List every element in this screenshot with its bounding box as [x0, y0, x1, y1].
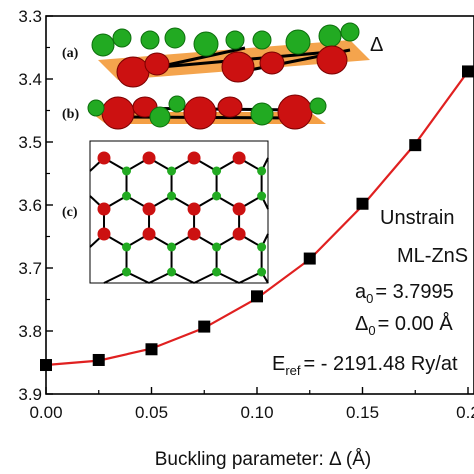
green-atom [257, 242, 267, 252]
data-point [303, 252, 316, 265]
annotation-delta0: Δ0 = 0.00 Å [355, 312, 453, 338]
y-tick-label: 3.9 [18, 385, 42, 404]
x-tick-label: 0.15 [346, 403, 379, 422]
green-atom [212, 242, 222, 252]
red-atom [232, 202, 246, 216]
annotation-line1: Unstrain [380, 207, 454, 229]
annotation-line2: ML-ZnS [397, 245, 468, 267]
panel-b-label: (b) [62, 107, 79, 122]
green-atoms-b [87, 95, 327, 128]
green-atom [167, 242, 177, 252]
red-atom [187, 202, 201, 216]
data-points [40, 65, 474, 372]
x-tick-label: 0.10 [240, 403, 273, 422]
red-atom [97, 151, 111, 165]
data-point [462, 65, 474, 78]
y-tick-label: 3.3 [18, 7, 42, 26]
inset-c: (c) [62, 140, 269, 284]
data-point [92, 353, 105, 366]
panel-c-label: (c) [62, 205, 78, 220]
green-atom [257, 191, 267, 201]
panel-a-delta: Δ [370, 34, 383, 56]
green-atom [167, 166, 177, 176]
data-point [251, 290, 263, 303]
green-atom [167, 191, 177, 201]
honeycomb-lattice [89, 151, 269, 284]
green-atom [257, 166, 267, 176]
green-atoms-a [91, 22, 360, 57]
green-atom [122, 191, 132, 201]
x-tick-label: 0.00 [29, 403, 62, 422]
red-atom [142, 202, 156, 216]
y-tick-label: 3.7 [18, 259, 42, 278]
y-tick-label: 3.4 [18, 70, 42, 89]
data-point [409, 139, 422, 152]
inset-b: (b) [62, 94, 327, 130]
data-point [198, 320, 211, 333]
panel-a-label: (a) [62, 46, 79, 61]
red-atom [187, 151, 201, 165]
data-point [145, 343, 158, 356]
red-atom [97, 227, 111, 241]
y-tick-label: 3.5 [18, 133, 42, 152]
data-point [356, 197, 369, 210]
red-atom [142, 151, 156, 165]
data-point [40, 359, 52, 372]
green-atom [122, 166, 132, 176]
green-atom [167, 267, 177, 277]
green-atom [122, 267, 132, 277]
green-atom [212, 166, 222, 176]
inset-a: (a) Δ [62, 22, 383, 88]
green-atom [212, 267, 222, 277]
y-axis: 3.3 3.4 3.5 3.6 3.7 3.8 3.9 [18, 7, 53, 404]
annotation-a0: a0 = 3.7995 [355, 281, 454, 306]
red-atom [232, 151, 246, 165]
annotation-eref: Eref = - 2191.48 Ry/at [272, 353, 458, 378]
red-atoms-a [116, 45, 348, 88]
green-atom [212, 191, 222, 201]
red-atom [232, 227, 246, 241]
x-tick-label: 0.05 [135, 403, 168, 422]
red-atom [97, 202, 111, 216]
green-atom [257, 267, 267, 277]
red-atom [142, 227, 156, 241]
annotation-block: Unstrain ML-ZnS a0 = 3.7995 Δ0 = 0.00 Å Er… [272, 207, 468, 378]
x-tick-label: 0.2 [456, 403, 474, 422]
x-axis: 0.00 0.05 0.10 0.15 0.2 [29, 387, 474, 422]
green-atom [122, 242, 132, 252]
red-atom [187, 227, 201, 241]
y-tick-label: 3.6 [18, 196, 42, 215]
y-tick-label: 3.8 [18, 322, 42, 341]
x-axis-title: Buckling parameter: Δ (Å) [155, 449, 372, 470]
